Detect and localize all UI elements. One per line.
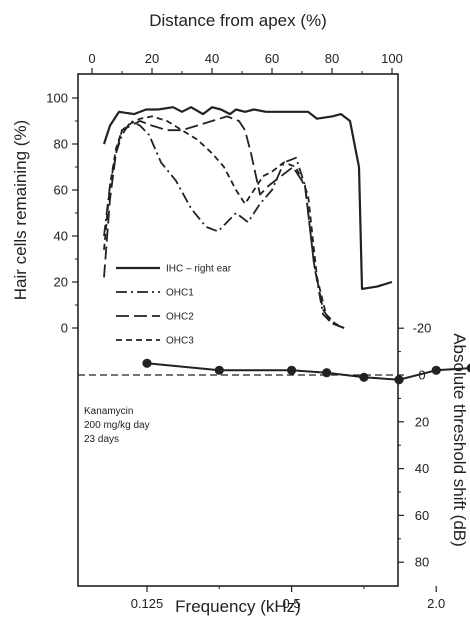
legend-label: IHC – right ear: [166, 264, 232, 275]
bottom-tick-label: 0.125: [131, 596, 164, 611]
annotation-line: 200 mg/kg day: [84, 420, 150, 431]
top-tick-label: 20: [145, 51, 159, 66]
hair-cell-series-group: [102, 106, 393, 329]
top-tick-label: 40: [205, 51, 219, 66]
series-line-ohc3: [103, 115, 345, 329]
top-tick-label: 60: [265, 51, 279, 66]
right-tick-label: 80: [415, 555, 429, 570]
top-tick-label: 0: [88, 51, 95, 66]
threshold-point: [359, 372, 369, 382]
series-line-ihc-right-ear: [102, 106, 393, 290]
right-axis-ticks: -20 0 20 40 60 80: [398, 321, 431, 570]
legend-label: OHC3: [166, 336, 194, 347]
legend: IHC – right ear OHC1 OHC2 OHC3: [116, 264, 232, 347]
threshold-point: [466, 363, 470, 373]
right-tick-label: 40: [415, 461, 429, 476]
left-axis-ticks: 0 20 40 60 80 100: [46, 91, 78, 336]
threshold-point: [214, 365, 224, 375]
series-line-ohc1: [103, 120, 345, 329]
left-tick-label: 80: [54, 137, 68, 152]
threshold-point: [322, 368, 332, 378]
top-axis-ticks: 0 20 40 60 80 100: [88, 51, 403, 74]
bottom-axis-title: Frequency (kHz): [175, 597, 301, 616]
right-axis-title: Absolute threshold shift (dB): [450, 333, 469, 547]
bottom-tick-label: 0.5: [283, 596, 301, 611]
threshold-point: [142, 358, 152, 368]
left-tick-label: 20: [54, 275, 68, 290]
legend-label: OHC2: [166, 312, 194, 323]
right-tick-label: 60: [415, 508, 429, 523]
annotation-line: 23 days: [84, 434, 119, 445]
left-tick-label: 40: [54, 229, 68, 244]
bottom-tick-label: 2.0: [427, 596, 445, 611]
legend-label: OHC1: [166, 288, 194, 299]
top-axis-title: Distance from apex (%): [149, 11, 327, 30]
threshold-point: [287, 365, 297, 375]
threshold-point: [431, 365, 441, 375]
top-tick-label: 80: [325, 51, 339, 66]
series-line-ohc2: [103, 115, 345, 329]
annotation-line: Kanamycin: [84, 406, 133, 417]
left-tick-label: 0: [61, 321, 68, 336]
threshold-series-group: [142, 358, 470, 385]
right-tick-label: 20: [415, 414, 429, 429]
plot-frame: [77, 73, 399, 587]
left-tick-label: 100: [46, 91, 68, 106]
right-tick-label: 0: [418, 368, 425, 383]
left-axis-title: Hair cells remaining (%): [11, 120, 30, 300]
threshold-line: [146, 362, 470, 381]
top-tick-label: 100: [381, 51, 403, 66]
threshold-point: [394, 375, 404, 385]
right-tick-label: -20: [413, 321, 432, 336]
annotation: Kanamycin 200 mg/kg day 23 days: [84, 406, 150, 445]
left-tick-label: 60: [54, 183, 68, 198]
